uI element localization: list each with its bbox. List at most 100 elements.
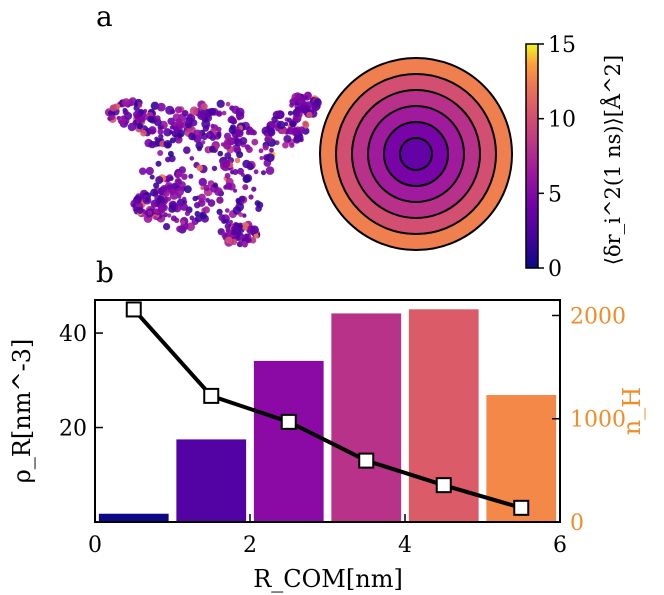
- panel-b-label: b: [96, 256, 114, 289]
- atom: [224, 152, 232, 160]
- atom: [169, 137, 176, 144]
- atom: [220, 142, 225, 147]
- line-path: [132, 308, 522, 510]
- atom: [109, 104, 117, 112]
- atom: [163, 223, 171, 231]
- y-left-tick-label: 20: [59, 417, 87, 442]
- atom: [224, 182, 233, 190]
- atom: [221, 110, 227, 116]
- atom: [109, 114, 115, 121]
- atom: [157, 128, 164, 135]
- atom: [264, 155, 270, 161]
- atom: [181, 196, 187, 202]
- atom: [139, 167, 147, 175]
- atom: [289, 142, 295, 148]
- colorbar-tick-label: 15: [548, 33, 576, 58]
- atom: [299, 126, 305, 132]
- atom: [200, 140, 206, 145]
- atom: [133, 199, 138, 204]
- atom: [144, 197, 150, 203]
- atom: [238, 223, 243, 229]
- atom: [122, 109, 129, 116]
- atom: [175, 170, 183, 178]
- colorbar: [525, 43, 539, 269]
- atom: [216, 197, 224, 204]
- atom: [165, 105, 175, 115]
- atom: [264, 132, 269, 137]
- atom: [248, 128, 256, 136]
- atom: [121, 98, 131, 107]
- atom: [251, 186, 257, 192]
- atom: [313, 98, 322, 107]
- atom: [259, 156, 264, 160]
- atom: [127, 122, 137, 132]
- atom: [225, 236, 233, 244]
- atom: [216, 131, 222, 136]
- atom: [206, 130, 215, 140]
- bar: [253, 360, 324, 522]
- atom: [190, 119, 198, 127]
- atom: [147, 210, 153, 216]
- atom: [174, 106, 183, 114]
- plot-frame: [94, 299, 561, 523]
- atom: [236, 151, 244, 159]
- x-tick-label: 0: [88, 533, 102, 558]
- atom: [216, 99, 225, 108]
- ring: [399, 137, 433, 171]
- line-marker: [513, 499, 530, 516]
- atom: [276, 120, 286, 130]
- atom: [216, 110, 223, 117]
- atom: [188, 173, 194, 179]
- atom: [202, 206, 210, 214]
- atom: [287, 110, 293, 116]
- atom: [217, 150, 224, 157]
- atom: [201, 119, 211, 129]
- y-right-axis-label: n_H: [618, 387, 646, 435]
- atom: [224, 172, 231, 179]
- atom: [117, 116, 126, 125]
- atom: [289, 120, 296, 128]
- atom: [155, 160, 162, 167]
- atom: [199, 212, 207, 220]
- line-marker: [203, 387, 220, 404]
- atom: [236, 241, 243, 248]
- atom: [233, 188, 238, 193]
- atom: [234, 138, 243, 147]
- colorbar-tick-label: 5: [548, 182, 562, 207]
- line-series: [125, 301, 530, 516]
- atom: [188, 132, 196, 141]
- y-right-tick-label: 1000: [570, 408, 626, 433]
- atom: [222, 141, 232, 150]
- atom: [156, 102, 166, 112]
- x-axis-ticks: 0 2 4 6: [88, 514, 567, 558]
- x-tick-label: 4: [398, 533, 412, 558]
- x-tick-label: 2: [243, 533, 257, 558]
- line-marker: [125, 301, 142, 318]
- atom: [200, 185, 205, 190]
- atom: [244, 233, 250, 239]
- atom: [289, 102, 294, 108]
- atom: [294, 92, 302, 99]
- atom: [208, 145, 216, 153]
- atom: [145, 166, 154, 176]
- atom: [228, 220, 233, 225]
- atom: [174, 177, 183, 186]
- atom: [200, 103, 208, 111]
- atom: [157, 206, 166, 214]
- atom: [302, 121, 310, 129]
- atom: [169, 188, 177, 196]
- atom: [235, 197, 242, 204]
- atom: [248, 194, 254, 200]
- atom: [152, 202, 158, 207]
- atom: [262, 144, 269, 151]
- atom: [189, 106, 199, 116]
- atom: [293, 109, 301, 117]
- atom: [166, 177, 171, 183]
- atom: [230, 170, 235, 175]
- atom: [181, 110, 186, 115]
- atom: [267, 128, 276, 137]
- atom: [231, 225, 238, 233]
- atom: [293, 136, 301, 144]
- bar: [331, 313, 402, 522]
